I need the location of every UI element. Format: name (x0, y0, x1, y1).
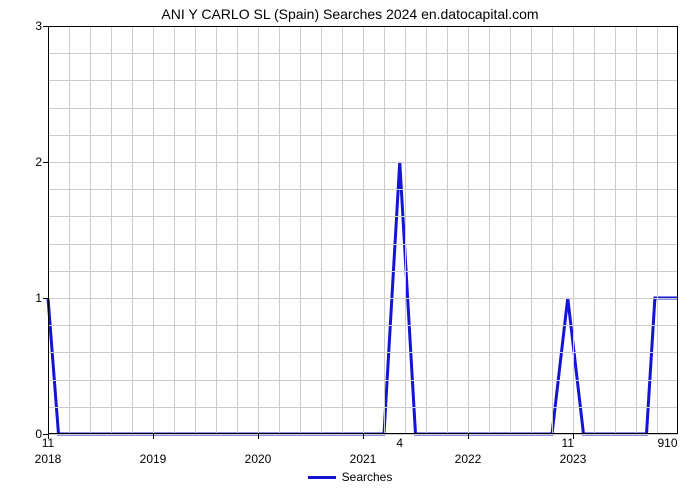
grid-line-x (468, 26, 469, 434)
x-tick-mark (153, 434, 154, 439)
grid-line-x-minor (174, 26, 175, 434)
grid-line-x-minor (531, 26, 532, 434)
legend-label: Searches (342, 470, 393, 484)
grid-line-x-minor (195, 26, 196, 434)
axis-line (677, 26, 678, 434)
chart-title: ANI Y CARLO SL (Spain) Searches 2024 en.… (0, 6, 700, 22)
x-tick-mark (363, 434, 364, 439)
grid-line-x (363, 26, 364, 434)
legend: Searches (0, 470, 700, 484)
grid-line-x-minor (447, 26, 448, 434)
axis-line (48, 433, 678, 434)
grid-line-x-minor (279, 26, 280, 434)
grid-line-x-minor (615, 26, 616, 434)
grid-line-x-minor (594, 26, 595, 434)
grid-line-x-minor (111, 26, 112, 434)
grid-line-x-minor (405, 26, 406, 434)
grid-line-x (258, 26, 259, 434)
grid-line-x (573, 26, 574, 434)
grid-line-x-minor (342, 26, 343, 434)
grid-line-x-minor (132, 26, 133, 434)
grid-line-x-minor (657, 26, 658, 434)
axis-line (48, 26, 49, 434)
plot-area: 012320182019202020212022202311411910 (48, 26, 678, 434)
grid-line-x-minor (69, 26, 70, 434)
x-tick-mark (468, 434, 469, 439)
axis-line (48, 26, 678, 27)
grid-line-x-minor (300, 26, 301, 434)
grid-line-x-minor (237, 26, 238, 434)
grid-line-x-minor (384, 26, 385, 434)
count-label: 4 (396, 436, 403, 450)
grid-line-x-minor (552, 26, 553, 434)
count-label: 11 (42, 436, 54, 450)
grid-line-x-minor (489, 26, 490, 434)
grid-line-x-minor (90, 26, 91, 434)
legend-swatch (308, 476, 336, 479)
grid-line-x-minor (636, 26, 637, 434)
x-tick-mark (258, 434, 259, 439)
grid-line-x-minor (321, 26, 322, 434)
count-label: 11 (562, 436, 574, 450)
grid-line-x-minor (216, 26, 217, 434)
grid-line-x-minor (426, 26, 427, 434)
grid-line-x (153, 26, 154, 434)
chart-container: ANI Y CARLO SL (Spain) Searches 2024 en.… (0, 0, 700, 500)
count-label: 910 (657, 436, 677, 450)
grid-line-x-minor (510, 26, 511, 434)
